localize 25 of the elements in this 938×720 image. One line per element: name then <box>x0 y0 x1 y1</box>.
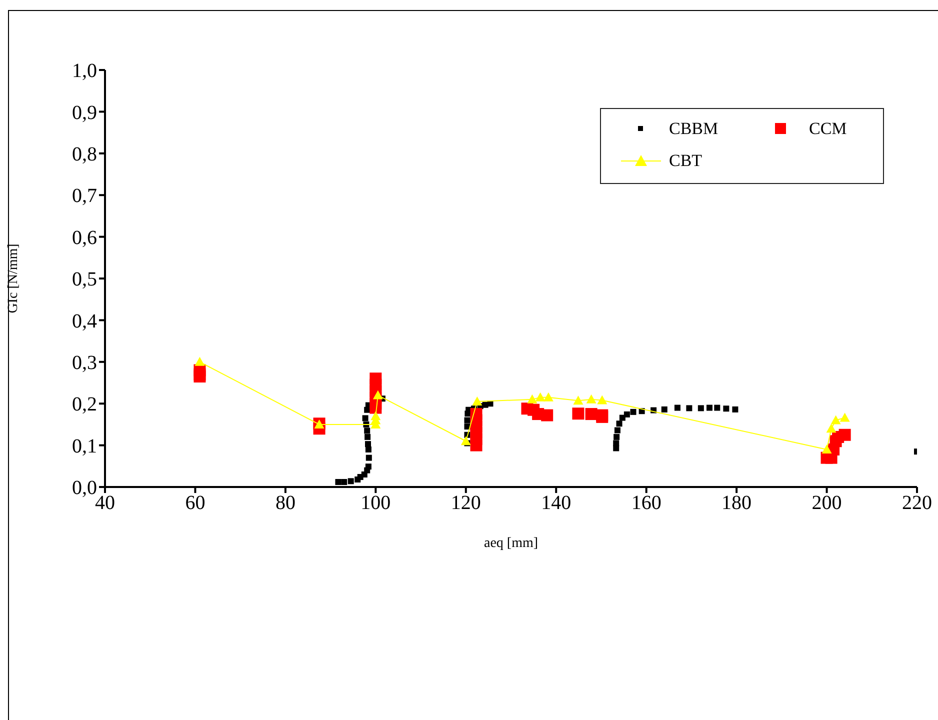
x-tick-label: 80 <box>275 492 296 514</box>
y-tick-label: 0,3 <box>72 352 97 374</box>
x-tick-label: 40 <box>95 492 115 514</box>
y-tick-label: 0,2 <box>72 394 97 416</box>
x-tick-label: 160 <box>631 492 662 514</box>
x-tick-label: 60 <box>185 492 206 514</box>
y-tick-label: 0,6 <box>72 226 97 249</box>
y-tick-label: 1,0 <box>72 60 97 82</box>
legend-label: CCM <box>809 119 847 139</box>
legend-label: CBT <box>669 151 702 171</box>
y-tick-label: 0,7 <box>72 185 97 208</box>
x-tick-label: 100 <box>360 492 391 514</box>
y-tick-label: 0,1 <box>72 435 97 458</box>
x-tick-label: 220 <box>902 492 932 514</box>
x-tick-label: 140 <box>541 492 572 514</box>
x-tick-label: 180 <box>722 492 752 514</box>
y-tick-label: 0,0 <box>72 477 97 500</box>
x-axis-title: aeq [mm] <box>484 536 538 551</box>
legend-label: CBBM <box>669 119 718 139</box>
y-tick-label: 0,4 <box>72 310 97 332</box>
x-tick-label: 200 <box>812 492 842 514</box>
y-tick-label: 0,8 <box>72 144 97 166</box>
y-tick-label: 0,5 <box>72 268 97 291</box>
y-tick-label: 0,9 <box>72 102 97 124</box>
x-tick-label: 120 <box>450 492 481 514</box>
